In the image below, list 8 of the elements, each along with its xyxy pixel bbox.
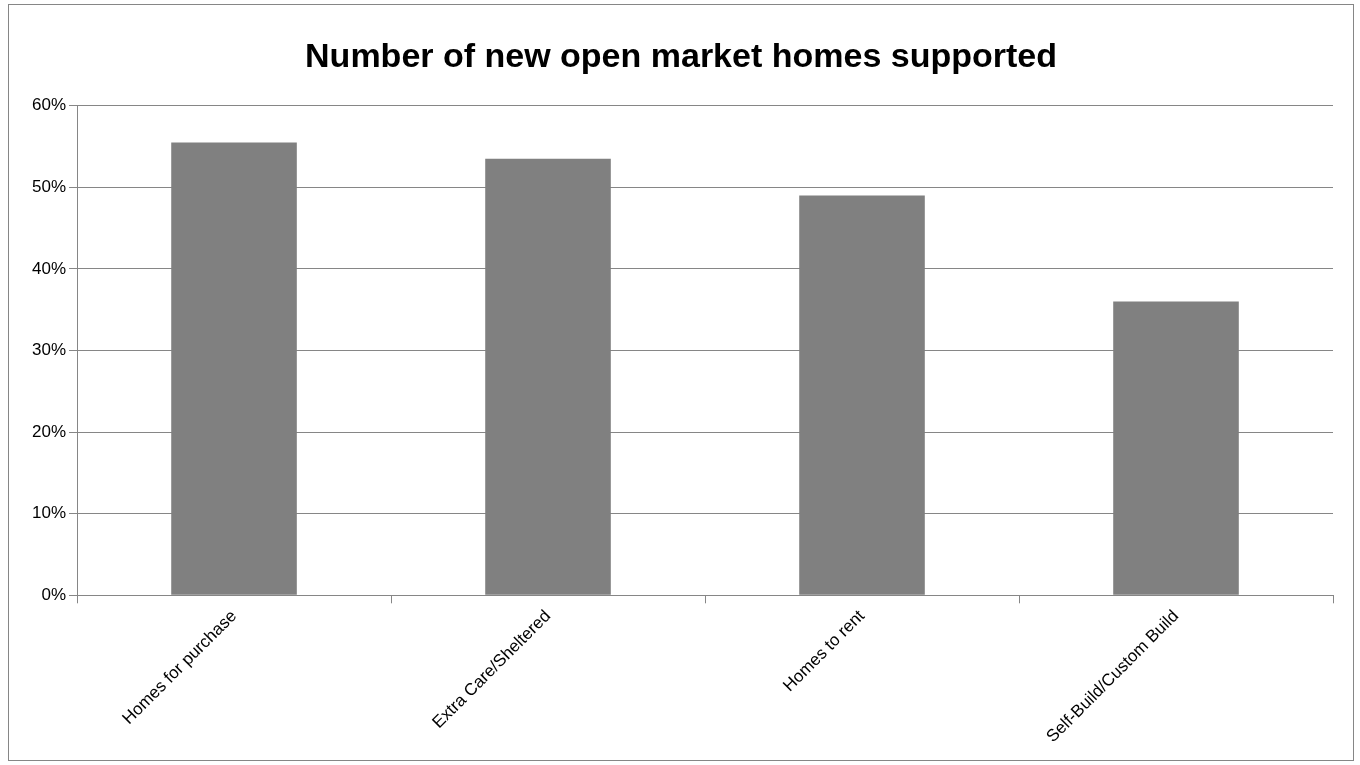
y-tick-label: 10% — [31, 503, 67, 523]
y-tick-label: 50% — [31, 177, 67, 197]
y-tick-label: 40% — [31, 258, 67, 278]
y-tick-label: 20% — [31, 421, 67, 441]
chart-title: Number of new open market homes supported — [305, 35, 1057, 74]
y-tick-label: 60% — [31, 95, 67, 115]
y-tick-label: 30% — [31, 340, 67, 360]
y-tick-label: 0% — [41, 584, 67, 604]
